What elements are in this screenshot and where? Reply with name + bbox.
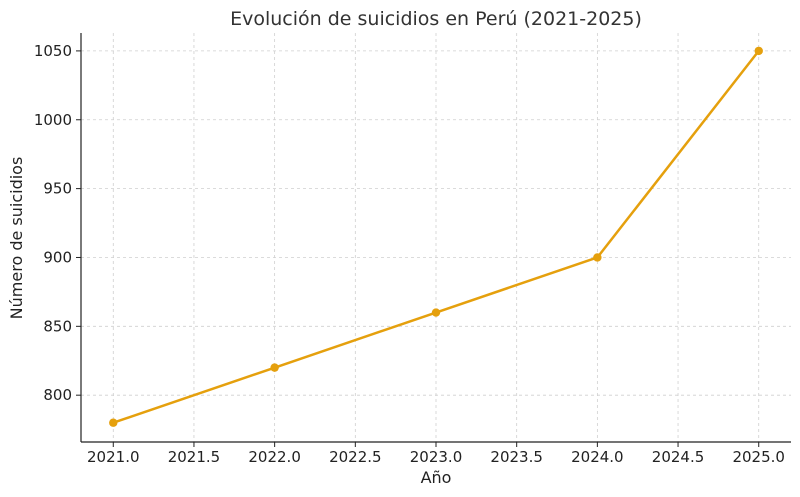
x-tick-label: 2022.5 <box>329 448 382 466</box>
x-tick-label: 2021.0 <box>87 448 140 466</box>
data-point <box>270 363 279 372</box>
x-tick-label: 2023.5 <box>490 448 543 466</box>
y-tick-label: 800 <box>43 386 72 404</box>
y-tick-label: 900 <box>43 248 72 266</box>
y-tick-label: 1050 <box>34 42 72 60</box>
data-point <box>109 418 118 427</box>
x-axis-label: Año <box>421 468 452 487</box>
y-axis-label: Número de suicidios <box>7 157 26 320</box>
data-point <box>431 308 441 317</box>
x-axis-ticks: 2021.0 2021.5 2022.0 2022.5 2023.0 2023.5 2024… <box>87 442 785 466</box>
series <box>109 46 763 427</box>
x-tick-label: 2024.0 <box>571 448 624 466</box>
x-tick-label: 2021.5 <box>168 448 221 466</box>
chart-title: Evolución de suicidios en Perú (2021-202… <box>230 8 642 30</box>
x-tick-label: 2025.0 <box>732 448 785 466</box>
data-point <box>593 253 602 262</box>
x-tick-label: 2022.0 <box>248 448 301 466</box>
y-tick-label: 950 <box>43 180 72 198</box>
y-tick-label: 1000 <box>34 111 72 129</box>
x-tick-label: 2023.0 <box>410 448 463 466</box>
x-tick-label: 2024.5 <box>652 448 705 466</box>
y-tick-label: 850 <box>43 317 72 335</box>
grid <box>81 33 791 442</box>
y-axis-ticks: 800 850 900 950 1000 1050 <box>34 42 81 404</box>
data-point <box>754 46 763 56</box>
